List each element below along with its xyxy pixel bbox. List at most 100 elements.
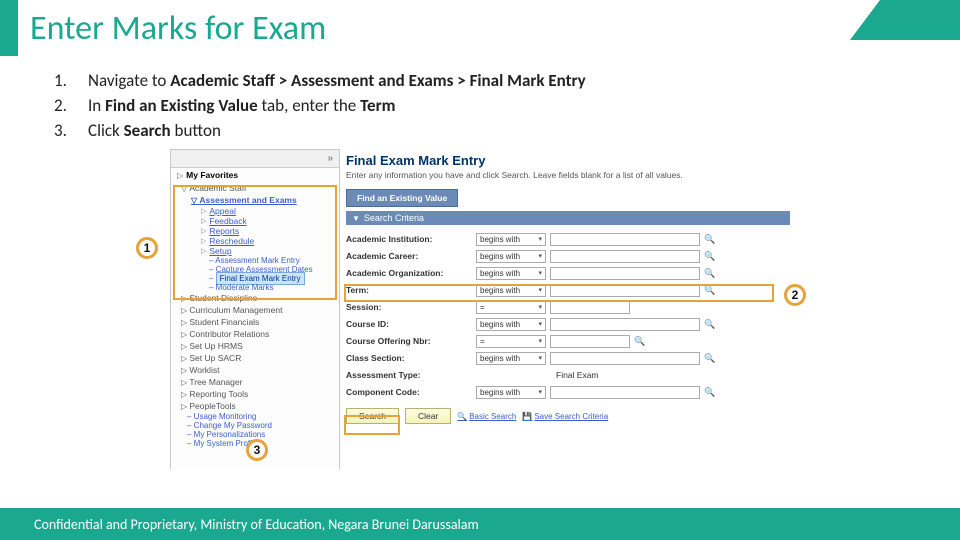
form-row: Session:=▾	[346, 299, 790, 315]
step-1: 1.Navigate to Academic Staff > Assessmen…	[54, 70, 920, 91]
form-row: Assessment Type:Final Exam	[346, 367, 790, 383]
nav-item[interactable]: ▷ Set Up SACR	[171, 352, 339, 364]
nav-item[interactable]: ▷ Contributor Relations	[171, 328, 339, 340]
operator-select[interactable]: begins with▾	[476, 386, 546, 399]
nav-final-exam-mark-entry[interactable]: – Final Exam Mark Entry	[171, 274, 339, 283]
nav-item[interactable]: – Change My Password	[171, 421, 339, 430]
field-label: Term:	[346, 285, 476, 295]
content-hint: Enter any information you have and click…	[346, 170, 790, 181]
form-row: Component Code:begins with▾ 🔍	[346, 384, 790, 400]
form-row: Course Offering Nbr:=▾ 🔍	[346, 333, 790, 349]
lookup-icon[interactable]: 🔍	[704, 387, 715, 398]
nav-item[interactable]: ▷ Set Up HRMS	[171, 340, 339, 352]
field-input[interactable]	[550, 318, 700, 331]
tab-find-existing[interactable]: Find an Existing Value	[346, 189, 458, 207]
content-heading: Final Exam Mark Entry	[346, 153, 790, 168]
step-3: 3.Click Search button	[54, 120, 920, 141]
nav-item[interactable]: ▷ Tree Manager	[171, 376, 339, 388]
field-label: Academic Career:	[346, 251, 476, 261]
nav-item[interactable]: ▷Feedback	[171, 216, 339, 226]
form-row: Course ID:begins with▾ 🔍	[346, 316, 790, 332]
field-label: Component Code:	[346, 387, 476, 397]
title-accent	[0, 0, 18, 56]
nav-item[interactable]: ▷ Worklist	[171, 364, 339, 376]
operator-select[interactable]: =▾	[476, 335, 546, 348]
nav-item[interactable]: ▷ Student Financials	[171, 316, 339, 328]
search-button[interactable]: Search	[346, 408, 399, 424]
nav-item[interactable]: – Usage Monitoring	[171, 412, 339, 421]
tab-bar: Find an Existing Value	[346, 189, 790, 207]
field-label: Academic Institution:	[346, 234, 476, 244]
operator-select[interactable]: begins with▾	[476, 233, 546, 246]
lookup-icon[interactable]: 🔍	[704, 268, 715, 279]
button-row: Search Clear 🔍Basic Search 💾Save Search …	[346, 408, 790, 424]
nav-my-favorites[interactable]: ▷My Favorites	[171, 168, 339, 182]
field-label: Course ID:	[346, 319, 476, 329]
content-panel: Final Exam Mark Entry Enter any informat…	[346, 149, 790, 469]
form-row: Academic Institution:begins with▾ 🔍	[346, 231, 790, 247]
footer-text: Confidential and Proprietary, Ministry o…	[34, 516, 479, 533]
nav-item[interactable]: ▷Reports	[171, 226, 339, 236]
caret-down-icon: ▼	[352, 214, 360, 223]
form-row: Academic Career:begins with▾ 🔍	[346, 248, 790, 264]
nav-panel: » ▷My Favorites ▽ Academic Staff ▽ Asses…	[170, 149, 340, 469]
lookup-icon[interactable]: 🔍	[634, 336, 645, 347]
nav-item[interactable]: ▷Appeal	[171, 206, 339, 216]
nav-item[interactable]: ▷Reschedule	[171, 236, 339, 246]
field-input[interactable]	[550, 284, 700, 297]
footer: Confidential and Proprietary, Ministry o…	[0, 508, 960, 540]
operator-select[interactable]: begins with▾	[476, 250, 546, 263]
operator-select[interactable]: begins with▾	[476, 318, 546, 331]
search-form: Academic Institution:begins with▾🔍Academ…	[346, 231, 790, 400]
form-row: Term:begins with▾ 🔍	[346, 282, 790, 298]
step-2: 2.In Find an Existing Value tab, enter t…	[54, 95, 920, 116]
nav-item[interactable]: ▷ PeopleTools	[171, 400, 339, 412]
save-search-link[interactable]: 💾Save Search Criteria	[522, 412, 608, 421]
field-label: Course Offering Nbr:	[346, 336, 476, 346]
lookup-icon[interactable]: 🔍	[704, 251, 715, 262]
nav-item[interactable]: ▷ Reporting Tools	[171, 388, 339, 400]
nav-assessment-mark-entry[interactable]: – Assessment Mark Entry	[171, 256, 339, 265]
field-input[interactable]	[550, 267, 700, 280]
page-title: Enter Marks for Exam	[30, 8, 326, 49]
instruction-steps: 1.Navigate to Academic Staff > Assessmen…	[54, 70, 920, 141]
field-label: Academic Organization:	[346, 268, 476, 278]
nav-collapse-icon[interactable]: »	[171, 150, 339, 168]
nav-moderate-marks[interactable]: – Moderate Marks	[171, 283, 339, 292]
nav-item[interactable]: ▷Setup	[171, 246, 339, 256]
nav-academic-staff[interactable]: ▽ Academic Staff	[171, 182, 339, 194]
callout-2: 2	[784, 284, 806, 306]
operator-select[interactable]: begins with▾	[476, 267, 546, 280]
field-label: Assessment Type:	[346, 370, 476, 380]
operator-select[interactable]: begins with▾	[476, 352, 546, 365]
screenshot: » ▷My Favorites ▽ Academic Staff ▽ Asses…	[170, 149, 790, 469]
field-static: Final Exam	[476, 370, 599, 380]
lookup-icon[interactable]: 🔍	[704, 234, 715, 245]
lookup-icon[interactable]: 🔍	[704, 285, 715, 296]
field-input[interactable]	[550, 386, 700, 399]
nav-item[interactable]: ▷ Curriculum Management	[171, 304, 339, 316]
field-label: Class Section:	[346, 353, 476, 363]
field-input[interactable]	[550, 233, 700, 246]
clear-button[interactable]: Clear	[405, 408, 451, 424]
basic-search-link[interactable]: 🔍Basic Search	[457, 412, 516, 421]
field-label: Session:	[346, 302, 476, 312]
lookup-icon[interactable]: 🔍	[704, 353, 715, 364]
nav-item[interactable]: – My Personalizations	[171, 430, 339, 439]
title-bar: Enter Marks for Exam	[0, 0, 960, 56]
operator-select[interactable]: =▾	[476, 301, 546, 314]
field-input[interactable]	[550, 250, 700, 263]
field-input[interactable]	[550, 301, 630, 314]
title-corner-graphic	[850, 0, 960, 40]
operator-select[interactable]: begins with▾	[476, 284, 546, 297]
lookup-icon[interactable]: 🔍	[704, 319, 715, 330]
field-input[interactable]	[550, 335, 630, 348]
search-criteria-bar: ▼ Search Criteria	[346, 211, 790, 225]
callout-3: 3	[246, 439, 268, 461]
form-row: Academic Organization:begins with▾ 🔍	[346, 265, 790, 281]
field-input[interactable]	[550, 352, 700, 365]
nav-assessment-exams[interactable]: ▽ Assessment and Exams	[171, 194, 339, 206]
nav-item[interactable]: ▷ Student Discipline	[171, 292, 339, 304]
form-row: Class Section:begins with▾ 🔍	[346, 350, 790, 366]
callout-1: 1	[136, 237, 158, 259]
